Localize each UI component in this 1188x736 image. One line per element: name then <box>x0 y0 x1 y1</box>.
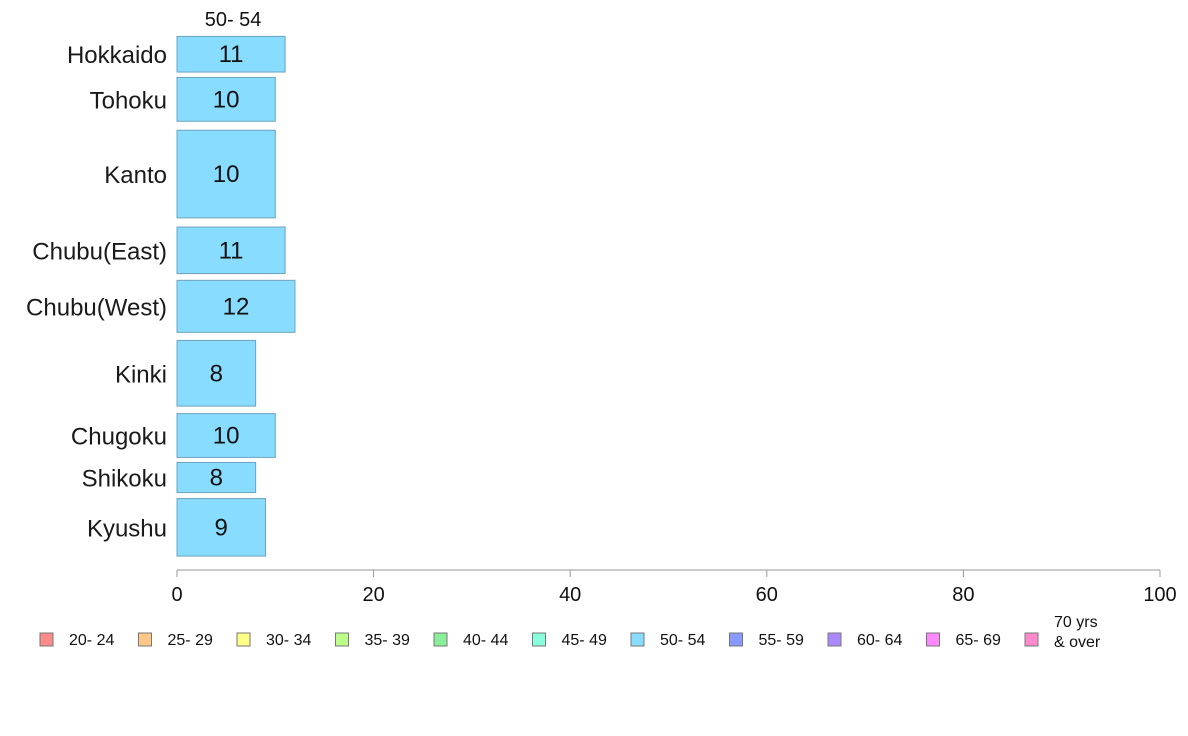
legend-swatch <box>433 632 448 647</box>
legend-item: 35- 39 <box>335 632 410 649</box>
legend-item: 55- 59 <box>729 632 804 649</box>
legend-item: 50- 54 <box>630 632 705 649</box>
bar <box>176 279 296 333</box>
series-title: 50- 54 <box>205 9 262 31</box>
legend-label: 20- 24 <box>69 632 114 649</box>
bar-value-label: 12 <box>223 293 250 320</box>
legend-label: 70 yrs & over <box>1054 614 1101 651</box>
category-label: Chugoku <box>71 424 167 451</box>
x-tick-label: 20 <box>362 584 384 606</box>
category-label: Kanto <box>104 162 167 189</box>
legend-swatch <box>926 632 940 647</box>
category-label: Shikoku <box>82 466 167 493</box>
legend-swatch <box>532 632 546 647</box>
legend-swatch <box>39 632 54 647</box>
bar <box>176 226 286 275</box>
x-axis: 0 20 40 60 80 100 <box>171 569 1177 606</box>
bar-value-label: 8 <box>210 465 223 492</box>
bar <box>176 129 276 219</box>
x-tick-label: 40 <box>559 584 581 606</box>
legend-item: 30- 34 <box>236 632 311 649</box>
x-tick-label: 100 <box>1143 584 1176 606</box>
bar-value-label: 8 <box>210 360 223 387</box>
legend-item: 65- 69 <box>926 632 1001 649</box>
bar-value-label: 10 <box>213 423 240 450</box>
bar-value-label: 11 <box>219 41 244 68</box>
legend-label: 50- 54 <box>660 632 705 649</box>
legend-swatch <box>1024 632 1039 647</box>
bar <box>176 35 286 73</box>
category-labels-group: Hokkaido Tohoku Kanto Chubu(East) Chubu(West… <box>26 42 167 542</box>
bars-group: 11 10 10 11 12 8 10 8 9 <box>176 35 296 557</box>
legend-label: 35- 39 <box>365 632 410 649</box>
category-label: Chubu(West) <box>26 294 167 321</box>
legend-swatch <box>335 632 349 647</box>
legend-label: 30- 34 <box>266 632 311 649</box>
legend-item: 40- 44 <box>433 632 508 649</box>
category-label: Hokkaido <box>67 42 167 69</box>
x-tick-label: 60 <box>756 584 778 606</box>
legend: 20- 24 25- 29 30- 34 35- 39 40- 44 45- 49 50- … <box>39 614 1101 651</box>
bar-value-label: 9 <box>215 514 228 541</box>
category-label: Kyushu <box>87 515 167 542</box>
legend-item: 45- 49 <box>532 632 607 649</box>
category-label: Tohoku <box>90 87 167 114</box>
legend-label: 60- 64 <box>857 632 902 649</box>
bar <box>176 413 276 458</box>
bar <box>176 461 257 494</box>
category-label: Chubu(East) <box>32 238 167 265</box>
bar-value-label: 11 <box>219 237 244 264</box>
legend-label: 55- 59 <box>759 632 804 649</box>
legend-swatch <box>138 632 152 647</box>
x-tick-label: 0 <box>171 584 182 606</box>
legend-swatch <box>236 632 251 647</box>
legend-swatch <box>630 632 645 647</box>
category-label: Kinki <box>115 361 167 388</box>
bar-value-label: 10 <box>213 161 240 188</box>
bar <box>176 498 266 557</box>
bar-value-label: 10 <box>213 86 240 113</box>
legend-swatch <box>729 632 743 647</box>
legend-label: 25- 29 <box>168 632 213 649</box>
legend-item: 20- 24 <box>39 632 114 649</box>
legend-label: 45- 49 <box>562 632 607 649</box>
legend-item: 25- 29 <box>138 632 213 649</box>
legend-item: 60- 64 <box>827 632 902 649</box>
legend-label: 40- 44 <box>463 632 508 649</box>
legend-label: 65- 69 <box>956 632 1001 649</box>
x-tick-label: 80 <box>952 584 974 606</box>
legend-item: 70 yrs & over <box>1024 614 1101 651</box>
legend-swatch <box>827 632 842 647</box>
bar <box>176 76 276 122</box>
bar <box>176 339 257 407</box>
